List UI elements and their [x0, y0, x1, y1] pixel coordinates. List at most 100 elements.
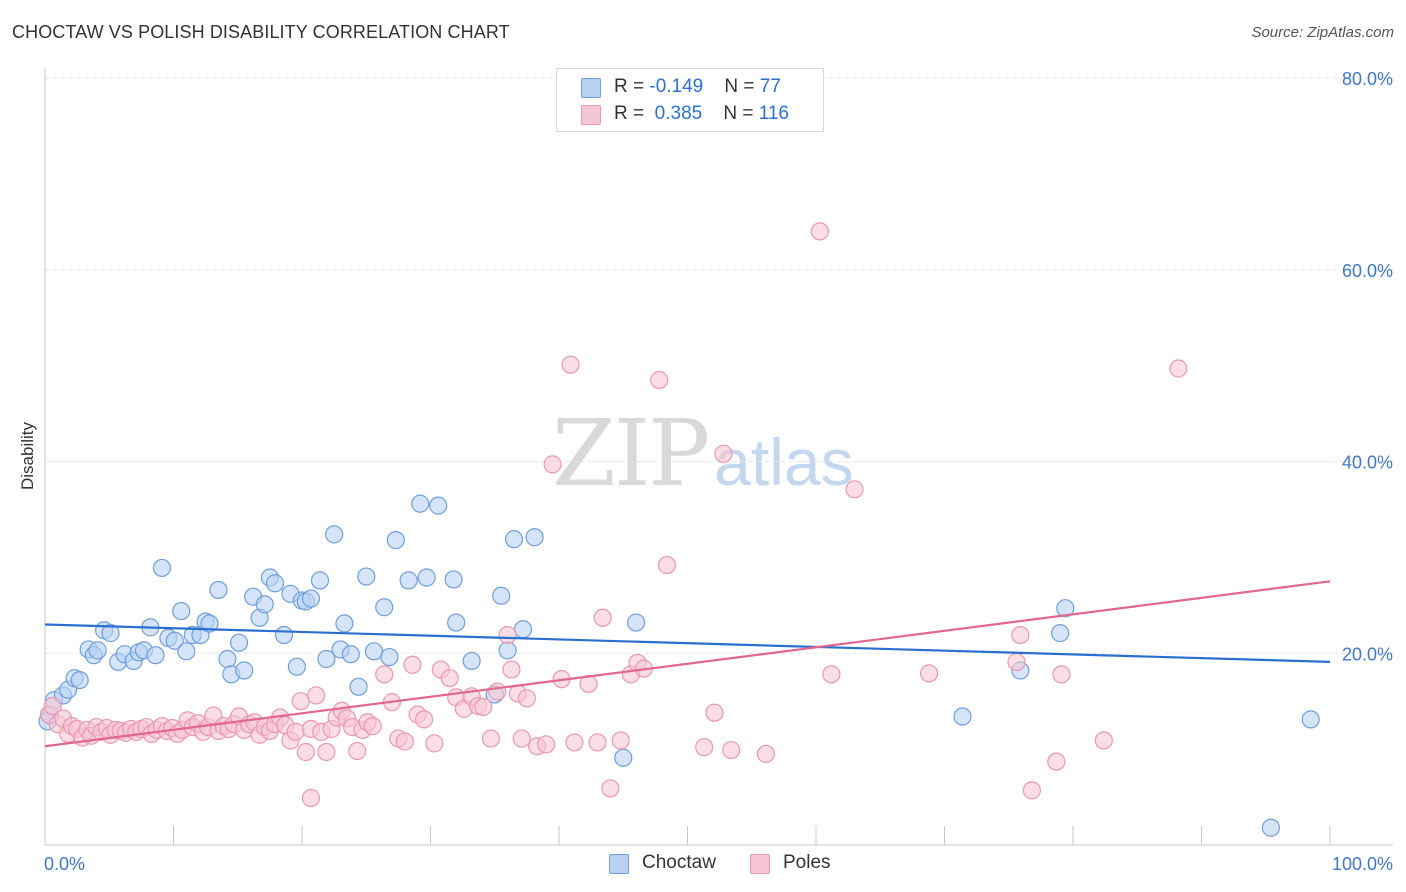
poles-point	[593, 608, 612, 627]
poles-point	[611, 731, 630, 750]
choctaw-point	[287, 657, 306, 676]
poles-point	[650, 370, 669, 390]
poles-point	[1094, 731, 1113, 750]
poles-point	[488, 682, 507, 701]
choctaw-point	[165, 631, 184, 650]
choctaw-point	[152, 558, 172, 578]
legend-label-poles: Poles	[783, 852, 831, 873]
choctaw-point	[1301, 710, 1320, 729]
r-value: 0.385	[649, 103, 703, 124]
poles-point	[1011, 625, 1030, 645]
choctaw-point	[626, 613, 646, 632]
n-value: 77	[759, 76, 781, 97]
choctaw-series	[38, 494, 1320, 837]
poles-point	[822, 665, 841, 684]
poles-point	[1052, 665, 1071, 684]
choctaw-point	[504, 530, 524, 549]
y-tick-label: 40.0%	[1342, 453, 1393, 473]
choctaw-point	[265, 574, 285, 593]
choctaw-swatch	[581, 78, 601, 98]
y-tick-label: 60.0%	[1342, 261, 1393, 281]
choctaw-point	[218, 649, 237, 669]
poles-point	[543, 455, 562, 474]
poles-point	[705, 703, 724, 722]
y-tick-label: 80.0%	[1342, 69, 1393, 89]
choctaw-point	[172, 601, 191, 621]
poles-series	[39, 222, 1188, 808]
choctaw-point	[325, 525, 344, 544]
poles-point	[403, 655, 422, 674]
choctaw-point	[310, 571, 330, 590]
axis-labels: 20.0% 40.0% 60.0% 80.0% 0.0% 100.0% Disability	[18, 69, 1393, 874]
choctaw-point	[953, 707, 972, 726]
r-value: -0.149	[649, 76, 704, 97]
choctaw-point	[386, 531, 405, 550]
poles-point	[845, 480, 864, 499]
grid-lines	[45, 77, 1393, 654]
poles-point	[317, 742, 336, 762]
poles-point	[810, 222, 829, 241]
poles-point	[414, 710, 434, 729]
poles-point	[537, 735, 556, 754]
r-label: R =	[614, 76, 650, 97]
poles-point	[1007, 652, 1026, 671]
choctaw-point	[357, 567, 376, 586]
choctaw-point	[1051, 624, 1070, 643]
choctaw-point	[349, 677, 368, 696]
poles-point	[517, 689, 536, 708]
r-label: R =	[614, 103, 650, 124]
y-axis-label: Disability	[18, 421, 37, 490]
n-value: 116	[758, 103, 789, 124]
choctaw-point	[274, 625, 294, 645]
x-tick-label: 0.0%	[44, 854, 85, 874]
series-legend: Choctaw Poles	[0, 852, 1406, 876]
choctaw-point	[70, 670, 89, 690]
poles-point	[296, 742, 315, 762]
choctaw-point	[492, 586, 511, 605]
choctaw-point	[88, 641, 107, 660]
stats-text-poles: R = 0.385 N = 116	[614, 103, 789, 125]
choctaw-point	[1261, 818, 1280, 837]
choctaw-point	[177, 642, 196, 661]
poles-point	[695, 738, 714, 757]
choctaw-point	[200, 614, 219, 633]
choctaw-point	[364, 642, 384, 661]
poles-legend-swatch	[750, 854, 770, 874]
poles-point	[286, 722, 305, 741]
poles-point	[375, 665, 394, 684]
poles-point	[722, 740, 741, 760]
poles-point	[395, 732, 414, 751]
poles-point	[1022, 781, 1041, 800]
choctaw-point	[447, 613, 466, 632]
choctaw-point	[229, 633, 249, 652]
poles-point	[588, 733, 607, 752]
poles-swatch	[581, 105, 601, 125]
choctaw-legend-swatch	[609, 854, 629, 874]
choctaw-point	[301, 589, 321, 608]
choctaw-point	[335, 614, 354, 633]
poles-point	[440, 669, 459, 688]
poles-point	[474, 697, 493, 717]
poles-point	[425, 734, 444, 753]
trend-lines	[44, 580, 1331, 748]
poles-point	[1047, 752, 1066, 771]
poles-point	[919, 664, 939, 683]
choctaw-trend-line	[44, 623, 1331, 663]
choctaw-point	[341, 645, 360, 664]
poles-point	[601, 779, 620, 798]
choctaw-point	[1056, 599, 1075, 618]
choctaw-point	[209, 580, 228, 600]
choctaw-point	[255, 595, 274, 614]
choctaw-point	[498, 641, 517, 660]
choctaw-point	[462, 651, 481, 671]
y-tick-label: 20.0%	[1342, 644, 1393, 664]
poles-point	[363, 717, 382, 736]
choctaw-point	[317, 649, 336, 669]
source-label: Source: ZipAtlas.com	[1251, 24, 1394, 41]
choctaw-point	[614, 748, 633, 767]
poles-point	[43, 696, 62, 716]
poles-point	[1169, 359, 1188, 378]
poles-point	[291, 692, 310, 711]
stats-legend: R = -0.149 N = 77 R = 0.385 N = 116	[556, 68, 824, 132]
